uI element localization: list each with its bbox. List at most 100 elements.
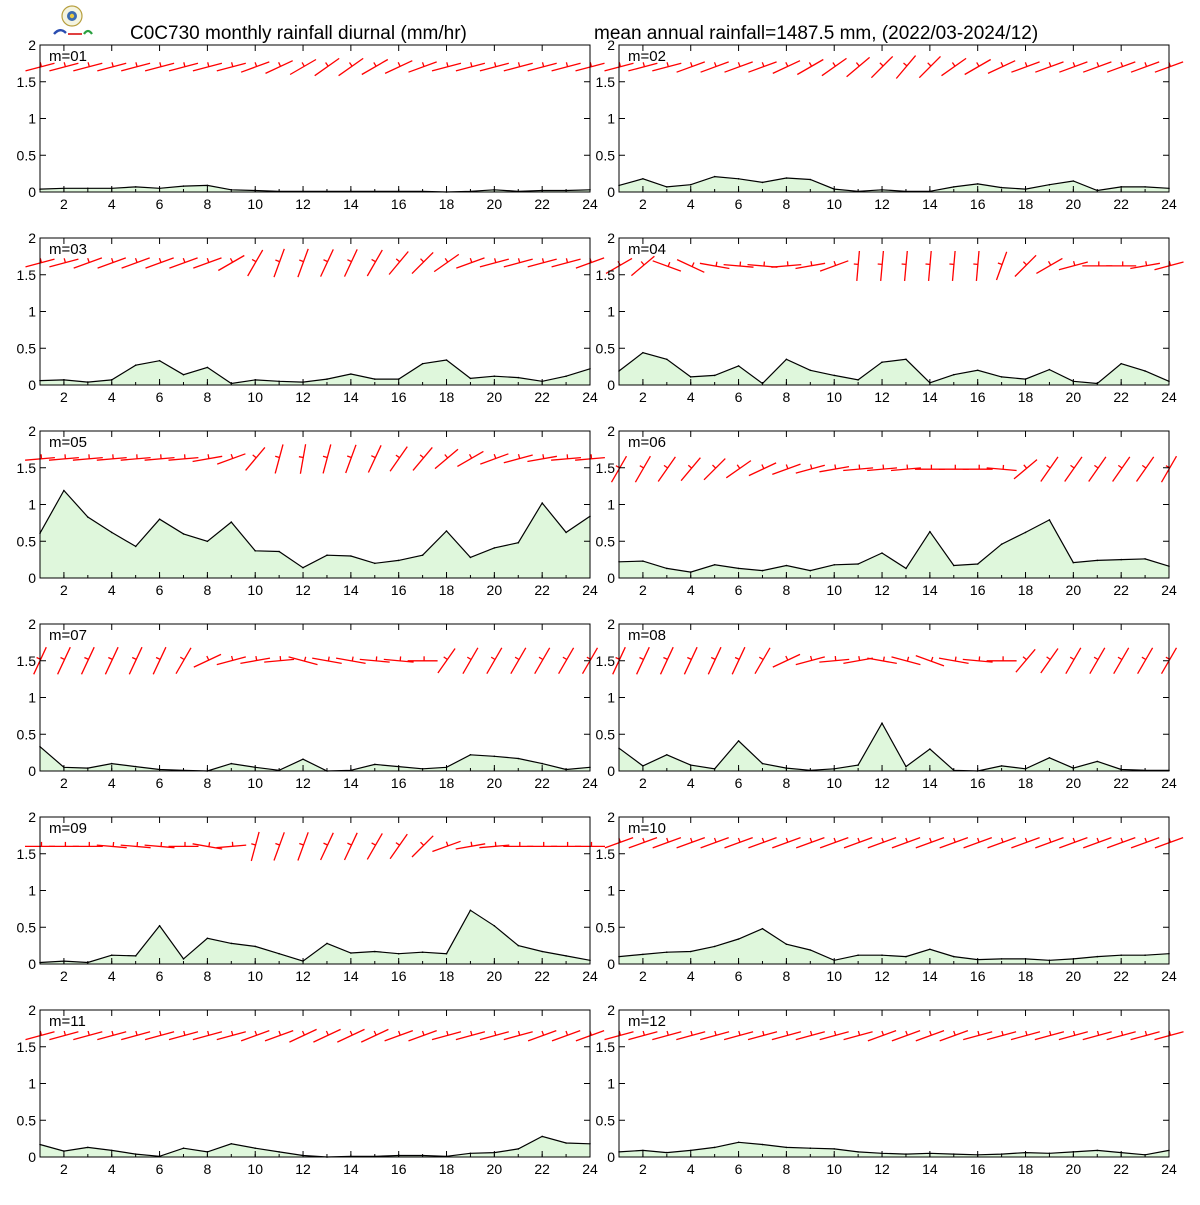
rainfall-point [565, 1142, 567, 1144]
wind-barb [868, 838, 896, 848]
x-tick-label: 16 [970, 389, 986, 405]
rainfall-point [738, 938, 740, 940]
wind-barb [1065, 457, 1082, 482]
rainfall-point [111, 532, 113, 534]
rainfall-point [1097, 1150, 1099, 1152]
x-tick-label: 12 [874, 196, 890, 212]
x-tick-label: 2 [60, 1161, 68, 1177]
rainfall-point [302, 567, 304, 569]
x-tick-label: 18 [439, 775, 455, 791]
rainfall-point [1097, 956, 1099, 958]
y-tick-label: 0 [607, 763, 615, 779]
panel-month-label: m=07 [49, 627, 87, 644]
panel-month-label: m=03 [49, 241, 87, 258]
y-tick-label: 2 [28, 423, 36, 439]
rainfall-point [666, 568, 668, 570]
rainfall-point [905, 359, 907, 361]
x-tick-label: 6 [735, 582, 743, 598]
x-tick-label: 4 [108, 196, 116, 212]
rainfall-point [810, 179, 812, 181]
x-tick-label: 6 [156, 389, 164, 405]
wind-barb [726, 461, 751, 478]
rainfall-point [1049, 960, 1051, 962]
x-tick-label: 6 [156, 1161, 164, 1177]
wind-barb [312, 657, 342, 664]
x-tick-label: 6 [156, 582, 164, 598]
y-tick-label: 2 [28, 1002, 36, 1018]
rainfall-area [619, 929, 1169, 964]
rainfall-point [254, 1147, 256, 1149]
y-tick-label: 1.5 [17, 74, 37, 90]
wind-barb [367, 833, 382, 859]
rainfall-point [762, 763, 764, 765]
rainfall-point [565, 532, 567, 534]
wind-barb [1131, 838, 1159, 848]
wind-barb [389, 252, 408, 275]
wind-barb [942, 58, 967, 75]
wind-barb [275, 444, 283, 473]
x-tick-label: 20 [487, 775, 503, 791]
wind-barb [871, 56, 892, 77]
wind-barb [820, 261, 848, 271]
x-tick-label: 22 [534, 582, 550, 598]
wind-barb [412, 836, 433, 857]
rainfall-point [135, 955, 137, 957]
y-tick-label: 0.5 [17, 1112, 37, 1128]
y-tick-label: 1 [28, 304, 36, 320]
wind-barb [299, 444, 306, 474]
rainfall-point [857, 954, 859, 956]
wind-barbs [605, 838, 1183, 848]
rainfall-point [762, 1144, 764, 1146]
wind-barb [919, 56, 940, 77]
x-tick-label: 6 [735, 196, 743, 212]
x-tick-label: 18 [1018, 775, 1034, 791]
rainfall-point [111, 763, 113, 765]
rainfall-point [135, 364, 137, 366]
rainfall-point [1025, 532, 1027, 534]
y-tick-label: 1.5 [596, 460, 616, 476]
rainfall-point [326, 554, 328, 556]
rainfall-point [810, 1147, 812, 1149]
y-tick-label: 2 [607, 616, 615, 632]
wind-barb [902, 251, 908, 281]
rainfall-point [786, 177, 788, 179]
y-tick-label: 1.5 [17, 1039, 37, 1055]
rainfall-point [470, 557, 472, 559]
wind-barb [146, 258, 174, 268]
rainfall-point [977, 183, 979, 185]
x-tick-label: 24 [582, 968, 598, 984]
wind-barb [98, 258, 126, 268]
x-tick-label: 16 [970, 1161, 986, 1177]
y-tick-label: 0 [607, 570, 615, 586]
rainfall-point [833, 1148, 835, 1150]
wind-barbs [605, 56, 1184, 79]
x-tick-label: 18 [1018, 582, 1034, 598]
rainfall-point [326, 943, 328, 945]
x-tick-label: 12 [295, 196, 311, 212]
rainfall-point [374, 378, 376, 380]
rainfall-point [159, 518, 161, 520]
wind-barb [251, 832, 259, 861]
rainfall-area [40, 747, 590, 771]
x-tick-label: 8 [782, 1161, 790, 1177]
x-tick-label: 16 [970, 775, 986, 791]
y-tick-label: 1.5 [596, 653, 616, 669]
wind-barb [321, 833, 334, 860]
rainfall-point [857, 379, 859, 381]
rainfall-point [881, 954, 883, 956]
wind-barb [1011, 838, 1039, 848]
rainfall-point [1144, 370, 1146, 372]
wind-barb [677, 838, 705, 848]
rainfall-point [929, 949, 931, 951]
x-tick-label: 4 [687, 582, 695, 598]
x-tick-label: 16 [391, 196, 407, 212]
x-tick-label: 2 [639, 968, 647, 984]
wind-barb [820, 838, 848, 848]
rainfall-point [953, 565, 955, 567]
wind-barb [1114, 648, 1129, 674]
